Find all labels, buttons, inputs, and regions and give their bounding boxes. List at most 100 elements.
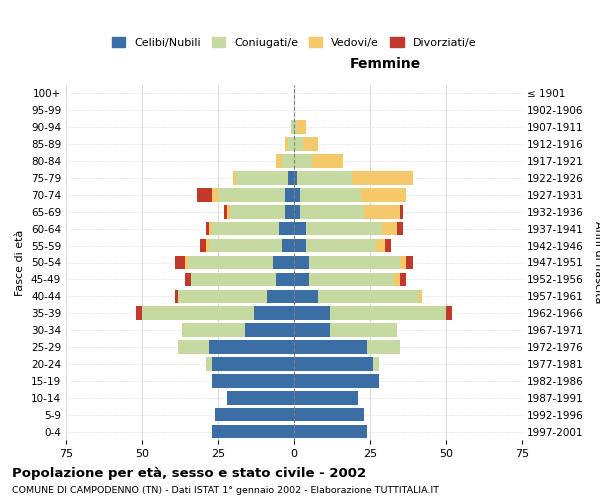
Bar — [285, 138, 288, 151]
Bar — [397, 222, 403, 235]
Bar — [209, 222, 212, 235]
Text: Femmine: Femmine — [350, 57, 421, 71]
Bar — [175, 256, 185, 270]
Bar — [406, 256, 413, 270]
Bar — [245, 324, 294, 337]
Bar — [361, 188, 406, 202]
Legend: Celibi/Nubili, Coniugati/e, Vedovi/e, Divorziati/e: Celibi/Nubili, Coniugati/e, Vedovi/e, Di… — [109, 34, 479, 51]
Bar — [294, 239, 306, 252]
Y-axis label: Anni di nascita: Anni di nascita — [593, 221, 600, 304]
Bar — [285, 205, 294, 218]
Text: Popolazione per età, sesso e stato civile - 2002: Popolazione per età, sesso e stato civil… — [12, 468, 366, 480]
Bar — [288, 171, 294, 184]
Bar — [400, 272, 406, 286]
Bar — [294, 138, 303, 151]
Bar — [224, 205, 227, 218]
Bar — [294, 340, 367, 354]
Bar — [282, 154, 294, 168]
Bar — [215, 408, 294, 422]
Bar — [376, 239, 385, 252]
Bar — [382, 222, 397, 235]
Bar — [185, 256, 188, 270]
Bar — [230, 205, 285, 218]
Bar — [419, 290, 422, 303]
Bar — [331, 306, 446, 320]
Bar — [276, 272, 294, 286]
Bar — [309, 256, 400, 270]
Bar — [294, 306, 331, 320]
Bar — [178, 340, 209, 354]
Bar — [373, 357, 379, 370]
Bar — [206, 357, 212, 370]
Bar — [212, 374, 294, 388]
Bar — [233, 171, 236, 184]
Bar — [212, 222, 279, 235]
Bar — [300, 205, 364, 218]
Bar — [331, 324, 397, 337]
Bar — [227, 391, 294, 404]
Text: COMUNE DI CAMPODENNO (TN) - Dati ISTAT 1° gennaio 2002 - Elaborazione TUTTITALIA: COMUNE DI CAMPODENNO (TN) - Dati ISTAT 1… — [12, 486, 439, 495]
Bar — [294, 171, 297, 184]
Bar — [212, 425, 294, 438]
Bar — [294, 324, 331, 337]
Bar — [185, 272, 191, 286]
Bar — [175, 290, 178, 303]
Y-axis label: Fasce di età: Fasce di età — [16, 230, 25, 296]
Bar — [212, 188, 218, 202]
Bar — [294, 391, 358, 404]
Bar — [446, 306, 452, 320]
Bar — [236, 171, 288, 184]
Bar — [273, 256, 294, 270]
Bar — [288, 138, 294, 151]
Bar — [188, 256, 273, 270]
Bar — [394, 272, 400, 286]
Bar — [294, 205, 300, 218]
Bar — [279, 222, 294, 235]
Bar — [182, 324, 245, 337]
Bar — [294, 222, 306, 235]
Bar — [206, 222, 209, 235]
Bar — [294, 256, 309, 270]
Bar — [218, 188, 285, 202]
Bar — [209, 340, 294, 354]
Bar — [294, 374, 379, 388]
Bar — [197, 188, 212, 202]
Bar — [300, 188, 361, 202]
Bar — [191, 272, 276, 286]
Bar — [312, 154, 343, 168]
Bar — [400, 205, 403, 218]
Bar — [294, 188, 300, 202]
Bar — [276, 154, 282, 168]
Bar — [200, 239, 206, 252]
Bar — [303, 138, 319, 151]
Bar — [178, 290, 266, 303]
Bar — [206, 239, 209, 252]
Bar — [294, 357, 373, 370]
Bar — [282, 239, 294, 252]
Bar — [297, 120, 306, 134]
Bar — [294, 425, 367, 438]
Bar — [136, 306, 142, 320]
Bar — [209, 239, 282, 252]
Bar — [254, 306, 294, 320]
Bar — [385, 239, 391, 252]
Bar — [285, 188, 294, 202]
Bar — [297, 171, 352, 184]
Bar — [294, 408, 364, 422]
Bar — [294, 120, 297, 134]
Bar — [294, 154, 312, 168]
Bar — [364, 205, 400, 218]
Bar — [227, 205, 230, 218]
Bar — [142, 306, 254, 320]
Bar — [352, 171, 413, 184]
Bar — [294, 290, 319, 303]
Bar — [319, 290, 419, 303]
Bar — [291, 120, 294, 134]
Bar — [212, 357, 294, 370]
Bar — [306, 239, 376, 252]
Bar — [400, 256, 406, 270]
Bar — [266, 290, 294, 303]
Bar — [367, 340, 400, 354]
Bar — [309, 272, 394, 286]
Bar — [294, 272, 309, 286]
